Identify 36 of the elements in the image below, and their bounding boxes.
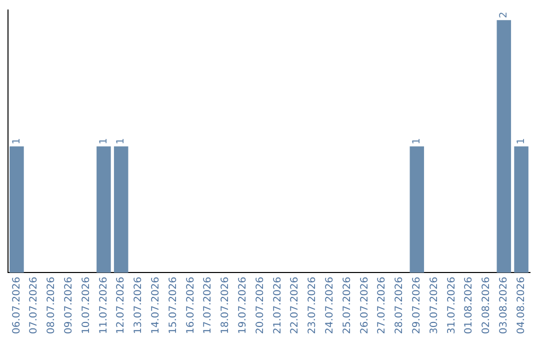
x-tick-label: 22.07.2026 xyxy=(290,276,301,334)
x-tick-label: 31.07.2026 xyxy=(446,276,458,334)
x-tick-label: 13.07.2026 xyxy=(133,276,144,334)
data-label: 1 xyxy=(11,138,22,144)
x-tick-label: 10.07.2026 xyxy=(80,276,92,334)
data-label: 2 xyxy=(498,12,510,18)
x-tick-label: 30.07.2026 xyxy=(428,276,440,334)
x-tick-label: 15.07.2026 xyxy=(168,276,179,334)
x-tick-label: 02.08.2026 xyxy=(481,276,492,334)
x-tick-label: 26.07.2026 xyxy=(359,276,370,334)
x-tick-label: 16.07.2026 xyxy=(185,276,196,334)
x-tick-label: 04.08.2026 xyxy=(516,276,527,334)
x-tick-label: 28.07.2026 xyxy=(394,276,406,334)
x-tick-label: 24.07.2026 xyxy=(324,276,336,334)
x-tick-label: 08.07.2026 xyxy=(46,276,58,334)
x-tick-label: 06.07.2026 xyxy=(11,276,22,334)
x-tick-label: 19.07.2026 xyxy=(237,276,248,334)
data-label: 1 xyxy=(98,138,110,144)
data-label: 1 xyxy=(411,138,422,144)
x-tick-label: 25.07.2026 xyxy=(342,276,353,334)
x-tick-label: 20.07.2026 xyxy=(254,276,266,334)
x-tick-label: 27.07.2026 xyxy=(376,276,388,334)
x-tick-label: 21.07.2026 xyxy=(272,276,284,334)
x-tick-label: 11.07.2026 xyxy=(98,276,110,334)
x-tick-label: 07.07.2026 xyxy=(28,276,40,334)
x-tick-label: 18.07.2026 xyxy=(220,276,232,334)
x-tick-label: 29.07.2026 xyxy=(411,276,422,334)
data-label: 1 xyxy=(516,138,527,144)
x-tick-label: 14.07.2026 xyxy=(150,276,162,334)
x-tick-label: 17.07.2026 xyxy=(202,276,214,334)
data-label: 1 xyxy=(116,138,127,144)
x-tick-label: 23.07.2026 xyxy=(307,276,318,334)
x-tick-label: 03.08.2026 xyxy=(498,276,510,334)
x-tick-label: 09.07.2026 xyxy=(63,276,74,334)
x-tick-label: 01.08.2026 xyxy=(464,276,475,334)
x-tick-label: 12.07.2026 xyxy=(116,276,127,334)
